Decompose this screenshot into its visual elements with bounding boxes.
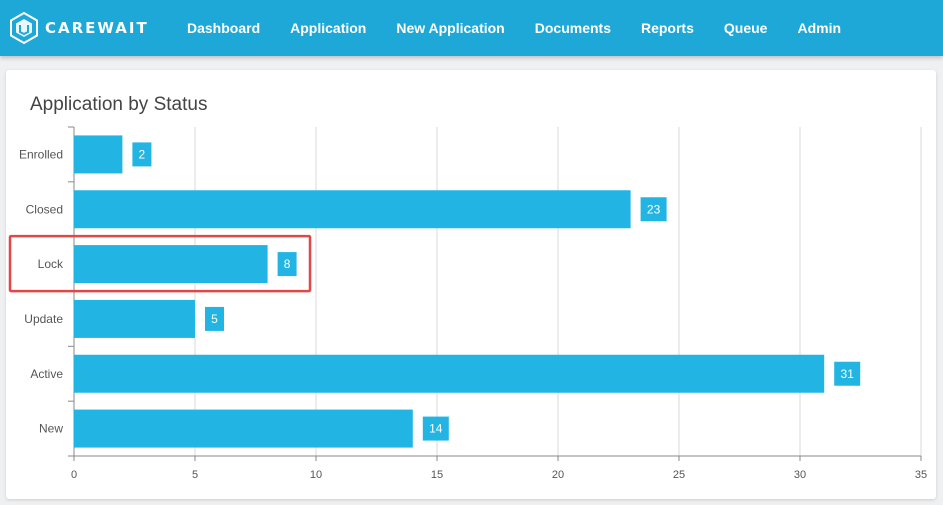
x-tick-label: 35 xyxy=(915,469,927,481)
nav-documents[interactable]: Documents xyxy=(534,20,611,36)
bar-update xyxy=(74,299,195,338)
brand-name: CAREWAIT xyxy=(45,19,149,37)
data-label-box xyxy=(834,361,861,386)
highlight-box xyxy=(8,234,312,293)
bar-closed xyxy=(74,190,631,229)
x-tick-label: 0 xyxy=(71,469,77,481)
x-tick-label: 25 xyxy=(673,469,685,481)
data-label-box xyxy=(205,306,224,331)
category-label-update: Update xyxy=(24,312,63,326)
data-label-active: 31 xyxy=(841,367,855,381)
data-label-box xyxy=(422,416,449,441)
bar-enrolled xyxy=(74,135,123,174)
data-label-update: 5 xyxy=(211,312,218,326)
data-label-new: 14 xyxy=(429,422,443,436)
x-tick-label: 20 xyxy=(552,469,564,481)
x-tick-label: 15 xyxy=(431,469,443,481)
data-label-box xyxy=(640,197,667,222)
nav-application[interactable]: Application xyxy=(290,20,367,36)
brand-logo[interactable]: CAREWAIT xyxy=(10,10,149,46)
logo-icon xyxy=(10,12,38,44)
x-tick-label: 5 xyxy=(192,469,198,481)
x-tick-label: 30 xyxy=(794,469,806,481)
data-label-box xyxy=(277,252,297,277)
bar-new xyxy=(74,409,413,448)
data-label-lock: 8 xyxy=(284,257,291,271)
panel-title: Application by Status xyxy=(30,94,208,115)
data-label-box xyxy=(132,142,152,167)
top-navbar: CAREWAIT Dashboard Application New Applica… xyxy=(0,0,943,56)
category-label-closed: Closed xyxy=(26,202,63,216)
nav-reports[interactable]: Reports xyxy=(640,20,694,36)
category-label-enrolled: Enrolled xyxy=(19,147,63,161)
nav-new-application[interactable]: New Application xyxy=(396,20,505,36)
main-nav: Dashboard Application New Application Docum… xyxy=(172,0,856,56)
category-label-lock: Lock xyxy=(38,257,64,271)
data-label-enrolled: 2 xyxy=(139,147,146,161)
x-tick-label: 10 xyxy=(310,469,322,481)
category-label-new: New xyxy=(39,422,63,436)
data-label-closed: 23 xyxy=(647,202,661,216)
nav-queue[interactable]: Queue xyxy=(723,20,768,36)
bar-active xyxy=(74,354,825,393)
bar-lock xyxy=(74,245,268,284)
category-label-active: Active xyxy=(30,367,63,381)
nav-admin[interactable]: Admin xyxy=(797,20,842,36)
nav-dashboard[interactable]: Dashboard xyxy=(187,20,261,36)
